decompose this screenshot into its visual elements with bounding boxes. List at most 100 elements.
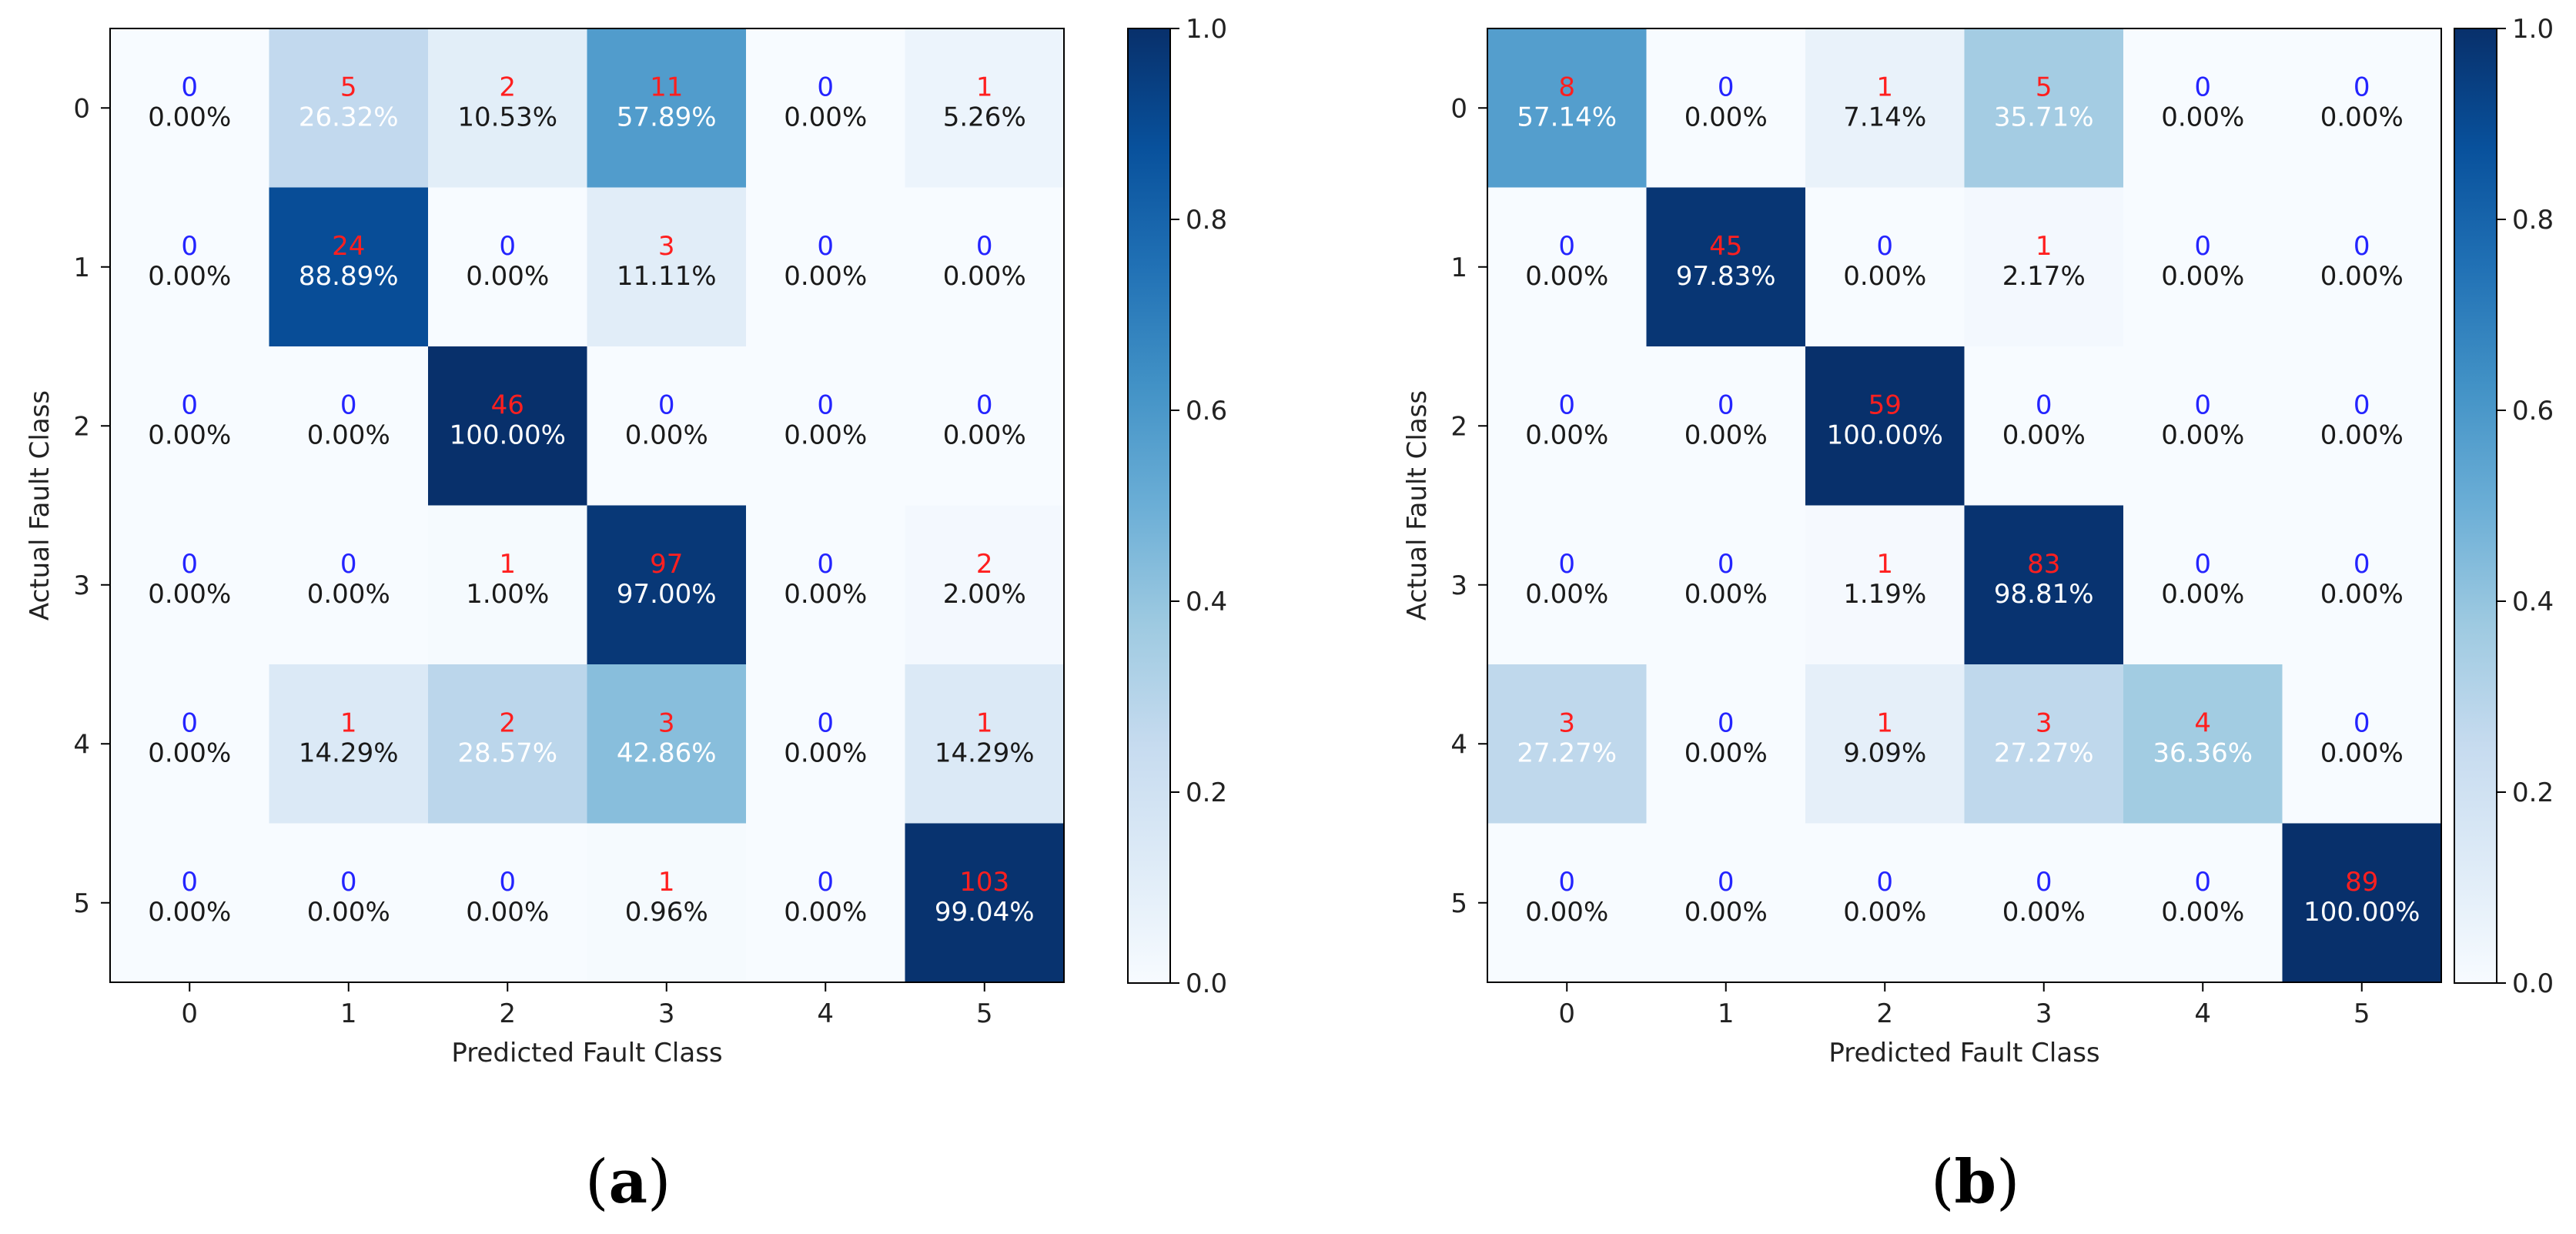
x-tick-label-0: 0 <box>1558 998 1575 1029</box>
count-label-r1-c1: 45 <box>1709 231 1742 262</box>
cell-r2-c2 <box>428 346 588 507</box>
y-tick-label-1: 1 <box>73 252 90 283</box>
cell-r2-c4 <box>746 346 906 507</box>
cell-r2-c3 <box>587 346 747 507</box>
count-label-r5-c3: 1 <box>658 867 675 898</box>
percent-label-r4-c4: 36.36% <box>2153 737 2253 768</box>
cell-r3-c1 <box>269 505 429 665</box>
colorbar-tick-label-2: 0.4 <box>2512 587 2554 617</box>
panel-label-a: a <box>608 1147 647 1217</box>
percent-label-r5-c3: 0.00% <box>2002 897 2086 928</box>
percent-label-r2-c3: 0.00% <box>2002 420 2086 450</box>
percent-label-r4-c5: 0.00% <box>2320 737 2404 768</box>
x-tick-label-3: 3 <box>2036 998 2052 1029</box>
count-label-r1-c3: 1 <box>2036 231 2052 262</box>
count-label-r5-c3: 0 <box>2036 867 2052 898</box>
cell-r3-c4 <box>2123 505 2283 665</box>
cell-r3-c0 <box>1487 505 1648 665</box>
colorbar <box>2454 28 2497 984</box>
cell-r5-c0 <box>1487 823 1648 983</box>
count-label-r0-c4: 0 <box>2194 72 2211 102</box>
cell-r2-c0 <box>1487 346 1648 507</box>
percent-label-r4-c5: 14.29% <box>935 737 1035 768</box>
y-tick-label-2: 2 <box>1450 411 1467 442</box>
count-label-r1-c4: 0 <box>2194 231 2211 262</box>
cell-r5-c5 <box>905 823 1065 983</box>
cell-r1-c4 <box>746 187 906 347</box>
count-label-r4-c1: 0 <box>1718 707 1735 738</box>
count-label-r0-c4: 0 <box>817 72 834 102</box>
colorbar-tick-label-1: 0.2 <box>2512 778 2554 808</box>
percent-label-r0-c3: 57.89% <box>617 102 717 132</box>
count-label-r0-c5: 0 <box>2354 72 2370 102</box>
percent-label-r2-c0: 0.00% <box>1525 420 1608 450</box>
percent-label-r3-c2: 1.19% <box>1843 579 1926 610</box>
cell-r1-c4 <box>2123 187 2283 347</box>
percent-label-r3-c0: 0.00% <box>148 579 231 610</box>
count-label-r2-c3: 0 <box>2036 390 2052 420</box>
y-tick-label-5: 5 <box>1450 888 1467 919</box>
cell-r5-c2 <box>1805 823 1965 983</box>
cell-r4-c5 <box>905 664 1065 824</box>
count-label-r0-c2: 1 <box>1876 72 1893 102</box>
count-label-r3-c3: 97 <box>650 549 683 580</box>
percent-label-r2-c4: 0.00% <box>784 420 867 450</box>
y-tick-label-0: 0 <box>73 93 90 124</box>
colorbar-tick-label-4: 0.8 <box>2512 205 2554 236</box>
count-label-r4-c1: 1 <box>340 707 357 738</box>
percent-label-r5-c1: 0.00% <box>1684 897 1768 928</box>
y-tick-label-4: 4 <box>73 729 90 760</box>
colorbar-tick-label-0: 0.0 <box>2512 968 2554 999</box>
percent-label-r2-c4: 0.00% <box>2161 420 2244 450</box>
cell-r0-c2 <box>428 28 588 189</box>
percent-label-r1-c0: 0.00% <box>1525 261 1608 292</box>
cell-r4-c4 <box>2123 664 2283 824</box>
cell-r2-c2 <box>1805 346 1965 507</box>
percent-label-r1-c3: 2.17% <box>2002 261 2086 292</box>
plot-frame <box>1487 28 2442 983</box>
percent-label-r3-c5: 2.00% <box>943 579 1026 610</box>
count-label-r5-c4: 0 <box>817 867 834 898</box>
cell-r5-c3 <box>587 823 747 983</box>
cell-r5-c3 <box>1964 823 2124 983</box>
percent-label-r4-c1: 14.29% <box>299 737 399 768</box>
percent-label-r4-c3: 42.86% <box>617 737 717 768</box>
colorbar-tick-label-4: 0.8 <box>1186 205 1227 236</box>
percent-label-r3-c3: 98.81% <box>1994 579 2094 610</box>
cell-r1-c5 <box>905 187 1065 347</box>
percent-label-r0-c0: 57.14% <box>1517 102 1617 132</box>
cell-r1-c3 <box>1964 187 2124 347</box>
count-label-r1-c2: 0 <box>499 231 516 262</box>
count-label-r0-c0: 8 <box>1558 72 1575 102</box>
count-label-r4-c4: 0 <box>817 707 834 738</box>
percent-label-r2-c1: 0.00% <box>1684 420 1768 450</box>
confusion-matrix-a: 00.00%526.32%210.53%1157.89%00.00%15.26%… <box>25 14 1227 1068</box>
count-label-r5-c1: 0 <box>340 867 357 898</box>
cell-r0-c3 <box>1964 28 2124 189</box>
cell-r4-c3 <box>587 664 747 824</box>
count-label-r0-c1: 5 <box>340 72 357 102</box>
percent-label-r3-c4: 0.00% <box>2161 579 2244 610</box>
cell-r5-c2 <box>428 823 588 983</box>
count-label-r2-c2: 46 <box>491 390 524 420</box>
count-label-r2-c2: 59 <box>1868 390 1902 420</box>
percent-label-r0-c4: 0.00% <box>2161 102 2244 132</box>
percent-label-r1-c1: 97.83% <box>1676 261 1776 292</box>
count-label-r0-c5: 1 <box>976 72 993 102</box>
count-label-r3-c4: 0 <box>817 549 834 580</box>
percent-label-r5-c0: 0.00% <box>1525 897 1608 928</box>
cell-r2-c5 <box>905 346 1065 507</box>
colorbar-tick-label-0: 0.0 <box>1186 968 1227 999</box>
count-label-r2-c5: 0 <box>976 390 993 420</box>
cell-r0-c4 <box>2123 28 2283 189</box>
x-axis-label: Predicted Fault Class <box>1828 1038 2099 1068</box>
cell-r4-c0 <box>110 664 270 824</box>
percent-label-r4-c4: 0.00% <box>784 737 867 768</box>
colorbar-tick-label-3: 0.6 <box>2512 396 2554 426</box>
count-label-r4-c5: 1 <box>976 707 993 738</box>
count-label-r0-c0: 0 <box>181 72 198 102</box>
percent-label-r1-c4: 0.00% <box>784 261 867 292</box>
cell-r4-c0 <box>1487 664 1648 824</box>
cell-r2-c5 <box>2282 346 2442 507</box>
count-label-r2-c0: 0 <box>181 390 198 420</box>
